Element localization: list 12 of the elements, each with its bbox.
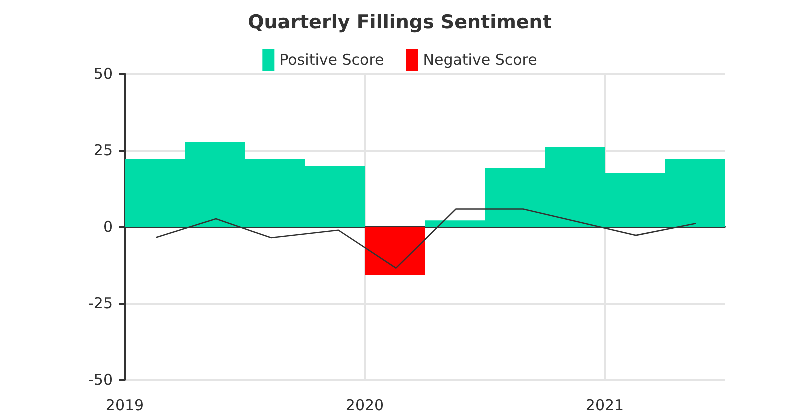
- x-tick-label: 2020: [346, 396, 384, 414]
- y-tick-label: 50: [94, 65, 113, 83]
- x-tick-label: 2019: [106, 396, 144, 414]
- chart-title: Quarterly Fillings Sentiment: [248, 12, 552, 34]
- y-tick-label: -50: [88, 371, 113, 389]
- legend-label: Negative Score: [423, 51, 538, 69]
- y-tick-label: 25: [94, 142, 113, 160]
- legend-label: Positive Score: [280, 51, 384, 69]
- x-tick-label: 2021: [586, 396, 624, 414]
- bar: [365, 227, 425, 276]
- y-tick-label: -25: [88, 294, 113, 312]
- y-tick-label: 0: [103, 218, 113, 236]
